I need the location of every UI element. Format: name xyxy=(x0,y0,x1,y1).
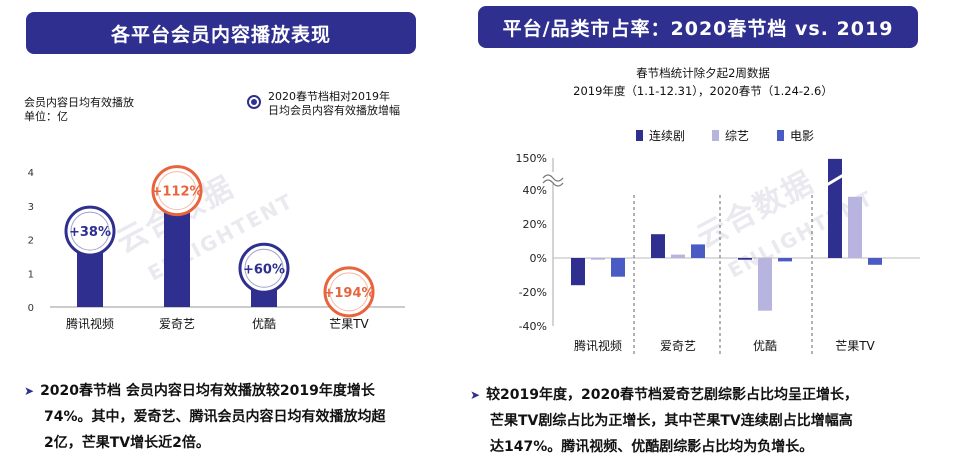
left-x-tick-2: 优酷 xyxy=(252,317,276,331)
left-y-tick-4: 4 xyxy=(28,168,34,179)
right-bar-2-3 xyxy=(868,258,882,265)
left-y-axis-label: 会员内容日均有效播放 单位：亿 xyxy=(24,96,134,124)
badge-legend-line1: 2020春节档相对2019年 xyxy=(268,90,390,103)
bullet-arrow-icon: ➤ xyxy=(470,388,481,402)
right-bar-1-1 xyxy=(671,254,685,258)
left-chart-title: 各平台会员内容播放表现 xyxy=(110,23,331,46)
right-chart-title-banner: 平台/品类市占率：2020春节档 vs. 2019 xyxy=(478,6,918,48)
right-chart-title: 平台/品类市占率：2020春节档 vs. 2019 xyxy=(502,17,894,40)
legend-label-tv: 连续剧 xyxy=(649,129,686,143)
right-x-tick-0: 腾讯视频 xyxy=(574,338,622,353)
left-badge-inner-1 xyxy=(157,171,197,211)
left-badge-ring-2 xyxy=(238,242,290,294)
right-y-tick-5: -40% xyxy=(519,320,547,333)
legend-swatch-tv xyxy=(636,130,643,141)
right-subtitle-line1: 春节档统计除夕起2周数据 xyxy=(636,66,770,80)
right-x-tick-3: 芒果TV xyxy=(835,338,875,353)
left-badge-label-1: +112% xyxy=(151,185,202,200)
legend-item-movie: 电影 xyxy=(777,127,814,144)
right-summary-line1: 较2019年度，2020春节档爱奇艺剧综影占比均呈正增长， xyxy=(486,387,858,403)
left-badge-ring-0 xyxy=(64,205,116,257)
badge-legend-text: 2020春节档相对2019年 日均会员内容有效播放增幅 xyxy=(268,90,400,118)
left-badge-label-0: +38% xyxy=(69,225,111,240)
right-y-tick-3: 0% xyxy=(530,252,547,265)
legend-item-tv: 连续剧 xyxy=(636,127,685,144)
left-y-tick-2: 2 xyxy=(28,236,34,247)
right-bar-0-3 xyxy=(828,158,842,258)
right-summary-line2: 芒果TV剧综占比为正增长，其中芒果TV连续剧占比增幅高 xyxy=(490,413,853,429)
right-summary: ➤ 较2019年度，2020春节档爱奇艺剧综影占比均呈正增长， 芒果TV剧综占比为… xyxy=(470,382,940,460)
left-y-tick-1: 1 xyxy=(28,269,34,280)
left-badge-inner-3 xyxy=(329,272,369,312)
right-axis-break-1 xyxy=(542,174,564,182)
left-y-tick-3: 3 xyxy=(28,202,34,213)
right-axis-break-2 xyxy=(542,179,564,187)
right-y-tick-2: 20% xyxy=(523,218,547,231)
right-x-tick-1: 爱奇艺 xyxy=(660,339,696,353)
right-bar-2-2 xyxy=(778,258,792,262)
right-bar-0-1 xyxy=(651,234,665,258)
right-y-tick-4: -20% xyxy=(519,286,547,299)
right-bar-break-mark xyxy=(824,172,846,188)
left-summary-line1: 2020春节档 会员内容日均有效播放较2019年度增长 xyxy=(40,383,375,399)
legend-swatch-movie xyxy=(777,130,784,141)
left-badge-ring-1 xyxy=(151,165,203,217)
left-y-axis-label-line1: 会员内容日均有效播放 xyxy=(24,96,134,109)
right-x-tick-2: 优酷 xyxy=(753,339,777,353)
left-badge-ring-3 xyxy=(323,266,375,318)
legend-label-movie: 电影 xyxy=(790,129,815,143)
right-bar-1-2 xyxy=(758,258,772,311)
badge-legend-line2: 日均会员内容有效播放增幅 xyxy=(268,104,400,117)
bullet-arrow-icon: ➤ xyxy=(24,384,35,398)
left-y-tick-0: 0 xyxy=(28,303,34,314)
left-badge-inner-2 xyxy=(244,248,284,288)
left-summary-line2: 74%。其中，爱奇艺、腾讯会员内容日均有效播放均超 xyxy=(44,409,386,425)
left-x-tick-1: 爱奇艺 xyxy=(159,317,195,331)
right-summary-line3: 达147%。腾讯视频、优酷剧综影占比均为负增长。 xyxy=(490,439,814,455)
legend-item-variety: 综艺 xyxy=(712,127,749,144)
right-bar-0-2 xyxy=(738,258,752,260)
badge-legend-icon xyxy=(247,95,261,109)
right-bar-1-3 xyxy=(848,196,862,258)
right-y-tick-0: 150% xyxy=(516,152,547,165)
left-x-tick-3: 芒果TV xyxy=(329,316,369,331)
right-bar-0-0 xyxy=(571,258,585,286)
legend-swatch-variety xyxy=(712,130,719,141)
right-bar-2-0 xyxy=(611,258,625,277)
left-summary: ➤ 2020春节档 会员内容日均有效播放较2019年度增长 74%。其中，爱奇艺、… xyxy=(24,378,444,456)
left-x-tick-0: 腾讯视频 xyxy=(66,316,114,331)
left-summary-line3: 2亿，芒果TV增长近2倍。 xyxy=(44,435,210,451)
right-y-tick-1: 40% xyxy=(523,184,547,197)
legend-label-variety: 综艺 xyxy=(725,129,750,143)
right-bar-2-1 xyxy=(691,244,705,258)
left-badge-label-2: +60% xyxy=(243,262,285,277)
left-y-axis-label-line2: 单位：亿 xyxy=(24,110,68,123)
right-bar-1-0 xyxy=(591,258,605,260)
left-chart-title-banner: 各平台会员内容播放表现 xyxy=(26,12,416,54)
right-subtitle-line2: 2019年度（1.1-12.31），2020春节（1.24-2.6） xyxy=(573,84,833,98)
left-badge-label-3: +194% xyxy=(323,286,374,301)
left-badge-inner-0 xyxy=(70,211,110,251)
